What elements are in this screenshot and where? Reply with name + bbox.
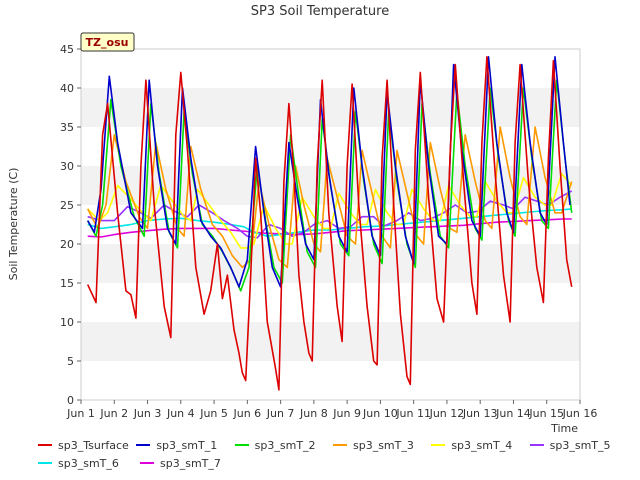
x-tick-label: Jun 15 [528, 407, 564, 420]
y-axis-ticks: 0 5 10 15 20 25 30 35 40 45 [60, 43, 81, 407]
y-axis-label: Soil Temperature (C) [7, 168, 20, 281]
legend-item-sp3_smT_3: sp3_smT_3 [332, 438, 431, 452]
legend-label: sp3_smT_2 [254, 438, 316, 452]
x-tick-label: Jun 12 [429, 407, 465, 420]
legend-item-sp3_smT_6: sp3_smT_6 [38, 457, 140, 470]
tz-badge-label: TZ_osu [86, 36, 129, 49]
tz-badge-box [80, 32, 135, 52]
legend-swatch [431, 444, 446, 446]
x-tick-label: Jun 2 [99, 407, 128, 420]
legend: sp3_Tsurface sp3_smT_1 sp3_smT_2 sp3_smT_3 s… [38, 436, 628, 472]
y-tick-label: 0 [67, 394, 74, 407]
legend-swatch [234, 444, 249, 446]
chart-title: SP3 Soil Temperature [251, 4, 389, 19]
legend-swatch [529, 444, 544, 446]
legend-label: sp3_smT_6 [58, 456, 119, 470]
x-tick-label: Jun 9 [332, 407, 361, 420]
series-line-sp3_smT_5 [87, 190, 573, 239]
x-tick-label: Jun 13 [462, 407, 498, 420]
legend-item-sp3_Tsurface: sp3_Tsurface [38, 439, 136, 452]
x-tick-label: Jun 5 [199, 407, 228, 420]
series-line-sp3_smT_1 [87, 56, 571, 288]
x-tick-label: Jun 4 [166, 407, 195, 420]
x-axis-ticks: Jun 1 Jun 2 Jun 3 Jun 4 Jun 5 Jun 6 Jun 7 Jun 8… [66, 400, 597, 420]
legend-label: sp3_smT_1 [156, 438, 218, 452]
x-tick-label: Jun 3 [133, 407, 162, 420]
y-tick-label: 45 [60, 43, 74, 56]
series-line-sp3_Tsurface [86, 56, 573, 391]
legend-label: sp3_smT_3 [352, 438, 414, 452]
legend-swatch [332, 444, 347, 446]
legend-label: sp3_smT_4 [451, 438, 513, 452]
x-tick-label: Jun 6 [232, 407, 261, 420]
legend-item-sp3_smT_1: sp3_smT_1 [136, 439, 234, 452]
legend-item-sp3_smT_5: sp3_smT_5 [529, 438, 628, 452]
legend-label: sp3_Tsurface [58, 438, 129, 452]
y-tick-label: 5 [67, 355, 74, 368]
legend-label: sp3_smT_7 [160, 456, 221, 470]
y-tick-label: 40 [60, 82, 74, 95]
legend-swatch [38, 462, 52, 464]
grid-band [81, 244, 580, 283]
legend-swatch [38, 444, 52, 446]
y-tick-label: 35 [60, 121, 74, 134]
x-tick-label: Jun 10 [362, 407, 398, 420]
series-line-sp3_smT_3 [86, 126, 573, 269]
x-axis-label: Time [550, 422, 578, 435]
y-tick-label: 15 [60, 277, 74, 290]
x-tick-label: Jun 16 [562, 407, 598, 420]
y-tick-label: 10 [60, 316, 74, 329]
legend-item-sp3_smT_4: sp3_smT_4 [431, 439, 529, 452]
tz-badge: TZ_osu [80, 32, 135, 52]
legend-swatch [140, 462, 154, 464]
x-tick-label: Jun 7 [266, 407, 295, 420]
y-tick-label: 20 [60, 238, 74, 251]
legend-item-sp3_smT_2: sp3_smT_2 [234, 438, 333, 452]
x-tick-label: Jun 1 [66, 407, 95, 420]
legend-item-sp3_smT_7: sp3_smT_7 [140, 457, 242, 470]
legend-row: sp3_Tsurface sp3_smT_1 sp3_smT_2 sp3_smT_3 s… [38, 436, 628, 454]
series-lines [86, 56, 573, 391]
y-tick-label: 30 [60, 160, 74, 173]
legend-label: sp3_smT_5 [549, 438, 611, 452]
x-tick-label: Jun 11 [395, 407, 431, 420]
legend-row: sp3_smT_6 sp3_smT_7 [38, 454, 628, 472]
x-tick-label: Jun 14 [495, 407, 531, 420]
grid-band [81, 88, 580, 127]
plot-frame [80, 48, 581, 401]
grid-band [81, 322, 580, 361]
x-tick-label: Jun 8 [299, 407, 328, 420]
y-tick-label: 25 [60, 199, 74, 212]
legend-swatch [136, 444, 151, 446]
